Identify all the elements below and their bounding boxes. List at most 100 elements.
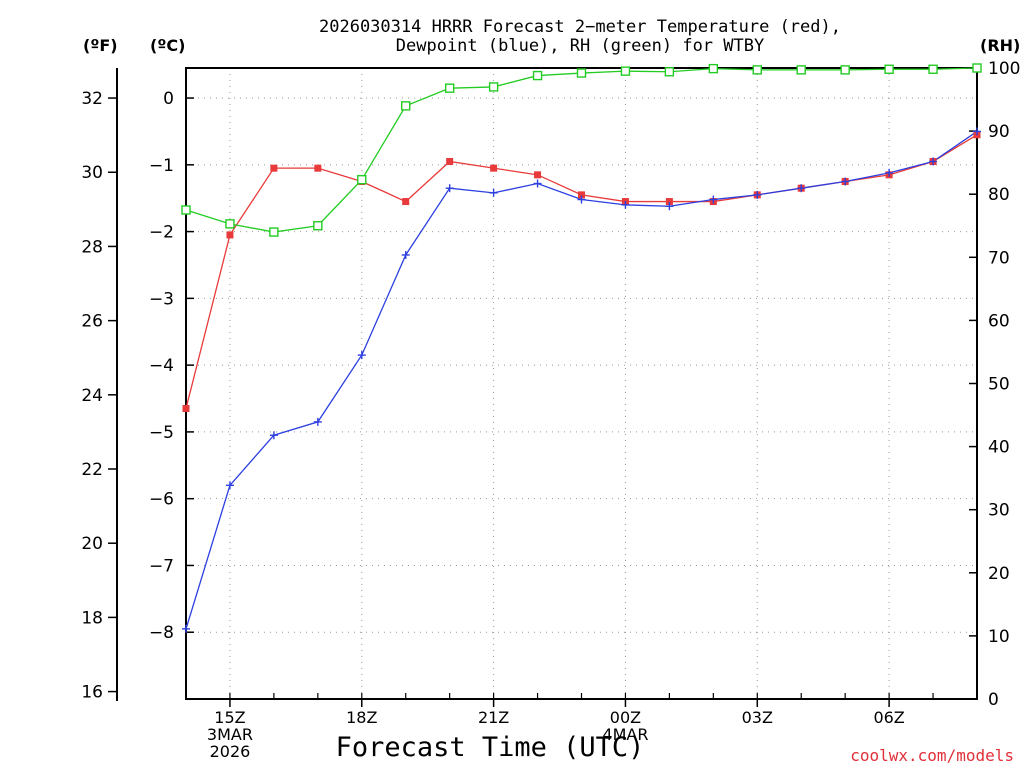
celsius-tick-label: −6 (149, 490, 174, 510)
data-point-rh (313, 221, 323, 231)
data-point-temperature (534, 171, 542, 179)
data-point-dewpoint (929, 157, 938, 166)
series-line-rh (185, 67, 978, 233)
series-line-temperature (185, 134, 978, 409)
plot-frame (185, 67, 978, 700)
data-point-temperature (446, 157, 454, 165)
grid-lines (186, 68, 977, 699)
x-tick-label: 06Z (873, 708, 904, 727)
tick-labels: 32 30 28 26 24 22 20 18 16 0 −1 −2 −3 −4 −5 −6 −7 −8 0 10 20… (81, 59, 1020, 761)
data-point-dewpoint (313, 417, 322, 426)
data-point-dewpoint (797, 184, 806, 193)
data-point-rh (488, 82, 499, 92)
celsius-tick-label: −1 (149, 156, 174, 176)
x-tick-label: 4MAR (602, 725, 648, 744)
unit-celsius: (ºC) (150, 36, 186, 55)
chart-title-line-1: 2026030314 HRRR Forecast 2−meter Tempera… (319, 17, 841, 37)
data-point-rh (664, 67, 675, 77)
rh-tick-label: 0 (988, 690, 999, 710)
data-point-dewpoint (621, 200, 630, 209)
data-point-temperature (226, 231, 234, 239)
series-lines (185, 67, 978, 630)
rh-tick-label: 30 (988, 501, 1010, 521)
celsius-tick-label: −5 (149, 423, 174, 443)
fahrenheit-tick-label: 20 (81, 534, 103, 554)
data-point-dewpoint (577, 195, 586, 204)
x-tick-label: 03Z (742, 708, 773, 727)
data-point-rh (532, 70, 543, 81)
fahrenheit-tick-label: 26 (81, 312, 103, 332)
data-point-rh (752, 65, 762, 75)
data-point-rh (928, 64, 938, 74)
data-point-dewpoint (225, 481, 234, 490)
data-point-rh (181, 205, 191, 215)
data-point-dewpoint (269, 431, 278, 440)
x-tick-label: 00Z (610, 708, 641, 727)
fahrenheit-tick-label: 22 (81, 460, 103, 480)
x-axis-title: Forecast Time (UTC) (335, 732, 645, 763)
data-point-rh (444, 83, 455, 93)
data-point-temperature (665, 198, 673, 206)
data-point-rh (269, 227, 279, 237)
x-tick-label: 2026 (210, 742, 251, 761)
data-point-rh (401, 101, 411, 111)
data-point-dewpoint (182, 624, 190, 633)
data-point-dewpoint (401, 250, 410, 259)
data-point-temperature (578, 191, 585, 199)
celsius-tick-label: −8 (149, 623, 174, 643)
data-point-temperature (490, 164, 498, 172)
fahrenheit-tick-label: 30 (81, 163, 103, 183)
data-point-dewpoint (841, 177, 850, 186)
data-point-temperature (314, 164, 322, 172)
data-point-dewpoint (973, 127, 981, 136)
credit-link[interactable]: coolwx.com/models (850, 746, 1014, 765)
data-point-dewpoint (753, 190, 762, 199)
data-point-dewpoint (709, 195, 718, 204)
chart-title-line-2: Dewpoint (blue), RH (green) for WTBY (395, 36, 765, 56)
data-point-dewpoint (445, 184, 454, 193)
data-point-dewpoint (489, 188, 498, 197)
data-point-temperature (270, 164, 278, 172)
series-line-dewpoint (185, 130, 978, 630)
data-point-rh (840, 65, 850, 75)
data-point-temperature (182, 405, 190, 413)
rh-tick-label: 70 (988, 248, 1010, 268)
axes (108, 67, 978, 707)
unit-fahrenheit: (ºF) (83, 36, 118, 55)
fahrenheit-tick-label: 18 (81, 608, 103, 628)
fahrenheit-tick-label: 24 (81, 386, 103, 406)
data-point-rh (357, 174, 367, 185)
rh-tick-label: 100 (988, 59, 1020, 79)
rh-tick-label: 60 (988, 311, 1010, 331)
data-point-rh (972, 63, 982, 73)
celsius-tick-label: −2 (149, 223, 174, 243)
x-tick-label: 3MAR (207, 725, 253, 744)
data-point-rh (576, 68, 587, 78)
unit-rh: (RH) (980, 36, 1021, 55)
series-markers (181, 63, 982, 633)
data-point-temperature (402, 198, 410, 206)
rh-tick-label: 80 (988, 185, 1010, 205)
data-point-rh (225, 219, 235, 229)
celsius-tick-label: 0 (163, 89, 174, 109)
data-point-dewpoint (665, 202, 674, 211)
data-point-rh (620, 66, 631, 76)
rh-tick-label: 20 (988, 564, 1010, 584)
fahrenheit-tick-label: 16 (81, 683, 103, 703)
data-point-rh (884, 64, 894, 74)
celsius-tick-label: −7 (149, 556, 174, 576)
data-point-dewpoint (885, 168, 894, 177)
x-tick-label: 18Z (346, 708, 377, 727)
fahrenheit-tick-label: 32 (81, 89, 103, 109)
x-tick-label: 21Z (478, 708, 509, 727)
data-point-rh (708, 63, 719, 74)
rh-tick-label: 50 (988, 375, 1010, 395)
fahrenheit-tick-label: 28 (81, 237, 103, 257)
data-point-rh (796, 65, 806, 75)
data-point-dewpoint (357, 351, 366, 360)
data-point-dewpoint (533, 179, 542, 188)
celsius-tick-label: −3 (149, 289, 174, 309)
rh-tick-label: 40 (988, 438, 1010, 458)
x-tick-label: 15Z (214, 708, 245, 727)
